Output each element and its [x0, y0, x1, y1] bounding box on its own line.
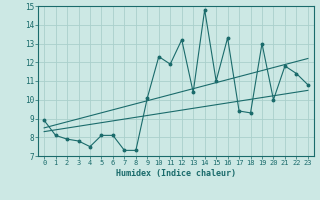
X-axis label: Humidex (Indice chaleur): Humidex (Indice chaleur) [116, 169, 236, 178]
